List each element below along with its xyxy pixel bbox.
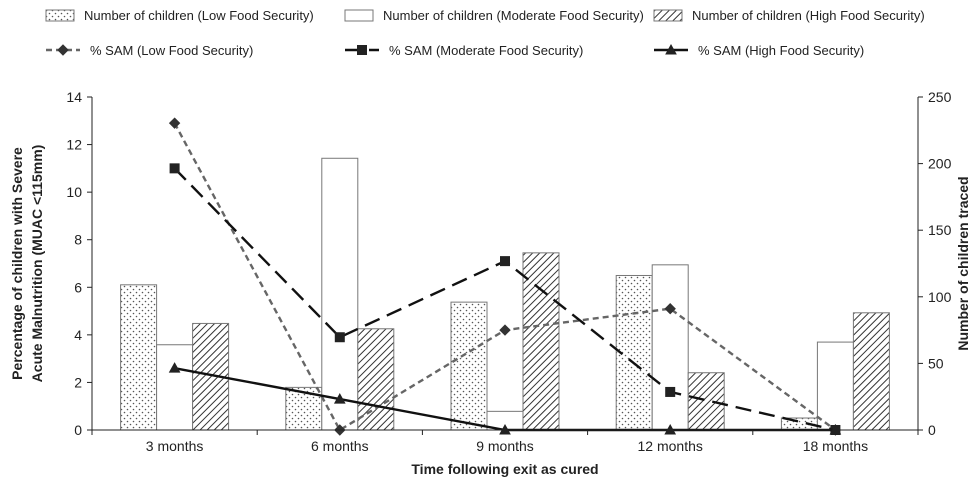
bar-3-4 [687, 372, 725, 431]
line-point-3-1 [168, 362, 181, 373]
line-point-1-3 [499, 324, 511, 336]
legend-label-line-2: % SAM (Moderate Food Security) [389, 43, 583, 58]
legend-label-bar-1: Number of children (Low Food Security) [84, 8, 314, 23]
bar-2-2 [321, 157, 359, 431]
x-axis-title: Time following exit as cured [411, 461, 598, 477]
line-point-2-1 [169, 163, 180, 174]
line-point-2-2 [334, 332, 345, 343]
bar-3-5 [852, 312, 890, 431]
left-tick-label-6: 10 [66, 184, 82, 200]
bar-2-1 [156, 344, 194, 431]
right-tick-label-6: 250 [928, 89, 952, 105]
line-point-3-2 [333, 393, 346, 404]
line-point-1-1 [168, 117, 181, 129]
legend-swatch-bar-2 [344, 9, 374, 22]
legend-swatch-bar-3 [653, 9, 683, 22]
bar-2-4 [651, 264, 689, 431]
legend-marker-line-2 [357, 45, 367, 55]
left-axis-title-line-2: Acute Malnutrition (MUAC <115mm) [29, 145, 45, 383]
lines-layer [168, 117, 842, 436]
bar-2-5 [816, 341, 854, 431]
line-series-1 [173, 122, 837, 432]
right-tick-label-5: 200 [928, 156, 952, 172]
x-tick-label-2: 6 months [311, 438, 369, 454]
legend-label-bar-2: Number of children (Moderate Food Securi… [383, 8, 644, 23]
left-tick-label-3: 4 [74, 327, 82, 343]
axes-layer: 0 2 4 6 8 10 12 14 0 50 100 150 200 250 3 months 6 mont… [9, 89, 971, 477]
left-tick-label-4: 6 [74, 279, 82, 295]
bar-1-1 [120, 284, 158, 431]
line-point-1-4 [664, 302, 676, 315]
x-tick-label-5: 18 months [803, 438, 868, 454]
bar-3-3 [522, 252, 560, 431]
chart-legend: Number of children (Low Food Security) Nu… [45, 8, 925, 58]
legend-label-line-3: % SAM (High Food Security) [698, 43, 864, 58]
bar-1-3 [450, 301, 488, 431]
x-tick-label-3: 9 months [476, 438, 534, 454]
right-tick-label-2: 50 [928, 355, 944, 371]
line-series-2 [173, 167, 836, 432]
legend-swatch-bar-1 [45, 9, 75, 22]
legend-label-line-1: % SAM (Low Food Security) [90, 43, 253, 58]
right-tick-label-1: 0 [928, 422, 936, 438]
left-tick-label-7: 12 [66, 137, 82, 153]
right-tick-label-4: 150 [928, 222, 952, 238]
left-tick-label-1: 0 [74, 422, 82, 438]
left-tick-label-2: 2 [74, 374, 82, 390]
legend-marker-line-1 [57, 44, 69, 56]
bars-layer [120, 157, 890, 431]
bar-3-2 [357, 328, 395, 431]
line-point-2-3 [500, 256, 510, 267]
right-tick-label-3: 100 [928, 289, 952, 305]
left-axis-title-line-1: Percentage of children with Severe [9, 147, 25, 380]
x-tick-label-1: 3 months [146, 438, 204, 454]
line-point-2-4 [665, 386, 676, 397]
left-tick-label-5: 8 [74, 232, 82, 248]
right-axis-title: Number of children traced [955, 176, 971, 350]
x-tick-label-4: 12 months [638, 438, 703, 454]
legend-marker-line-3 [665, 43, 677, 55]
left-tick-label-8: 14 [66, 89, 82, 105]
legend-label-bar-3: Number of children (High Food Security) [692, 8, 925, 23]
